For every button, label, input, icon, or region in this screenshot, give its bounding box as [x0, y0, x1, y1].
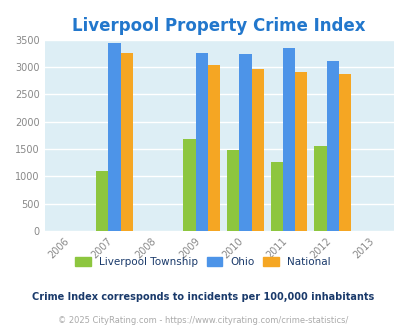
Bar [270, 162, 282, 231]
Legend: Liverpool Township, Ohio, National: Liverpool Township, Ohio, National [71, 253, 334, 271]
Text: © 2025 CityRating.com - https://www.cityrating.com/crime-statistics/: © 2025 CityRating.com - https://www.city… [58, 315, 347, 325]
Bar [120, 53, 132, 231]
Bar [96, 171, 108, 231]
Bar [226, 149, 239, 231]
Bar [313, 146, 326, 231]
Text: Crime Index corresponds to incidents per 100,000 inhabitants: Crime Index corresponds to incidents per… [32, 292, 373, 302]
Bar [294, 72, 307, 231]
Bar [282, 48, 294, 231]
Title: Liverpool Property Crime Index: Liverpool Property Crime Index [72, 17, 365, 35]
Bar [239, 54, 251, 231]
Bar [195, 53, 207, 231]
Bar [338, 74, 350, 231]
Bar [207, 65, 220, 231]
Bar [251, 69, 263, 231]
Bar [183, 139, 195, 231]
Bar [108, 43, 120, 231]
Bar [326, 61, 338, 231]
